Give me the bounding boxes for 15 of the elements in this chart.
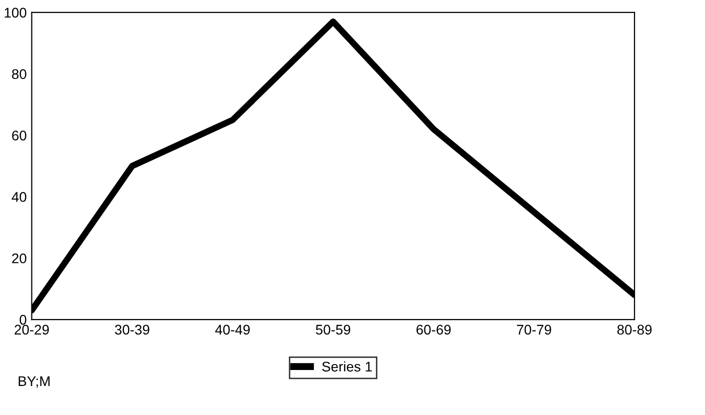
y-tick-label: 80 [12,69,26,80]
x-tick-label: 20-29 [14,324,49,335]
x-tick-label: 60-69 [416,324,451,335]
y-tick-label: 0 [20,314,26,325]
y-tick-label: 60 [12,130,26,140]
legend-label: Series 1 [322,361,372,372]
y-tick-label: 20 [12,253,26,264]
x-tick-label: 40-49 [215,324,250,335]
text: BY;M [18,376,50,388]
x-tick-label: 50-59 [316,324,350,335]
x-tick-label: 30-39 [114,324,150,335]
x-tick-label: 80-89 [617,324,652,335]
y-tick-label: 100 [4,8,26,18]
y-tick-label: 40 [12,192,26,202]
x-tick-label: 70-79 [516,324,552,335]
